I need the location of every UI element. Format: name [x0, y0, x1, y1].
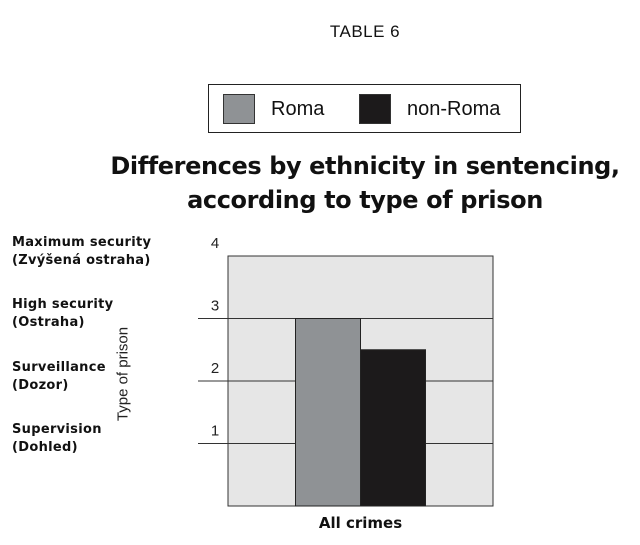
category-label-high-security-en: High security — [12, 297, 114, 312]
y-tick-label: 4 — [211, 235, 219, 252]
legend-swatch-roma — [223, 94, 255, 124]
category-label-surveillance-cz: (Dozor) — [12, 378, 69, 393]
chart-title-line-2: according to type of prison — [187, 186, 543, 214]
y-tick-label: 3 — [211, 298, 219, 315]
category-label-high-security-cz: (Ostraha) — [12, 315, 85, 330]
category-label-supervision: Supervision (Dohled) — [12, 421, 102, 457]
chart-title-line-1: Differences by ethnicity in sentencing, — [110, 152, 620, 180]
x-category-label: All crimes — [319, 514, 402, 532]
category-label-maximum-security: Maximum security (Zvýšená ostraha) — [12, 234, 151, 270]
category-label-maximum-security-cz: (Zvýšená ostraha) — [12, 253, 151, 268]
legend-label-non-roma: non-Roma — [407, 97, 501, 120]
category-label-supervision-en: Supervision — [12, 422, 102, 437]
category-label-supervision-cz: (Dohled) — [12, 440, 78, 455]
category-label-surveillance: Surveillance (Dozor) — [12, 359, 106, 395]
bar-non-roma — [360, 349, 426, 507]
legend: Roma non-Roma — [208, 84, 521, 133]
category-label-surveillance-en: Surveillance — [12, 360, 106, 375]
bar-roma — [295, 318, 361, 507]
category-label-maximum-security-en: Maximum security — [12, 235, 152, 250]
y-tick-label: 1 — [211, 423, 219, 440]
table-label: TABLE 6 — [329, 22, 401, 41]
legend-item-non-roma: non-Roma — [359, 94, 500, 124]
legend-swatch-non-roma — [359, 94, 391, 124]
legend-item-roma: Roma — [223, 94, 324, 124]
category-label-high-security: High security (Ostraha) — [12, 296, 113, 332]
y-tick-label: 2 — [211, 360, 219, 377]
legend-label-roma: Roma — [271, 97, 325, 120]
